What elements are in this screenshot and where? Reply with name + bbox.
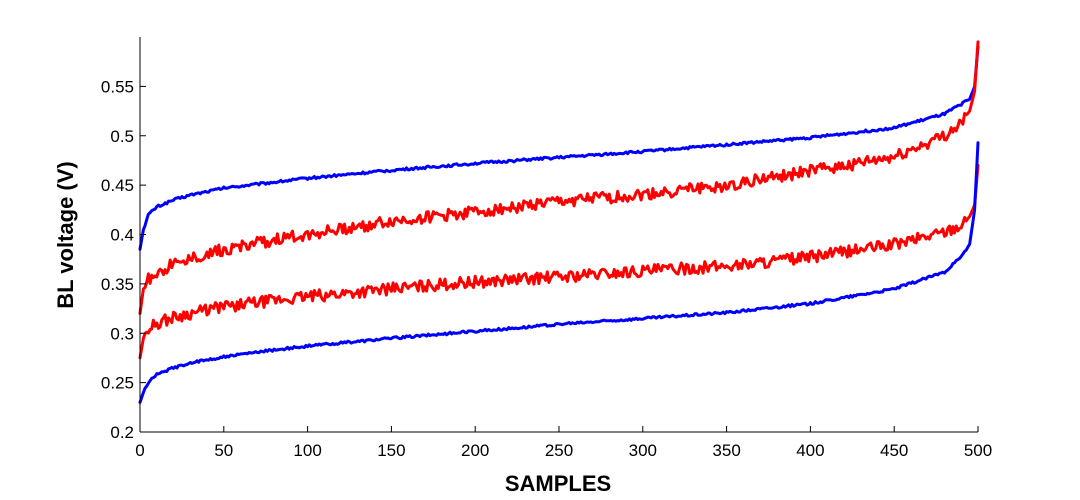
series-line-4 (138, 141, 980, 404)
x-tick-label: 250 (545, 441, 573, 460)
y-tick-label: 0.25 (101, 374, 134, 393)
x-tick-label: 450 (880, 441, 908, 460)
x-tick-label: 100 (293, 441, 321, 460)
x-tick-label: 400 (796, 441, 824, 460)
x-tick-label: 150 (377, 441, 405, 460)
axes: 0 50 100 150 200 250 300 350 400 450 500 0.2 0.25 0.3… (101, 37, 992, 460)
x-tick-label: 200 (461, 441, 489, 460)
y-tick-label: 0.55 (101, 77, 134, 96)
series-line-3 (138, 163, 980, 360)
y-axis-label: BL voltage (V) (53, 161, 78, 309)
series-line-2 (138, 40, 980, 315)
x-tick-label: 300 (629, 441, 657, 460)
y-tick-label: 0.35 (101, 275, 134, 294)
y-tick-label: 0.5 (110, 127, 134, 146)
plot-area (138, 40, 980, 404)
y-tick-label: 0.2 (110, 423, 134, 442)
x-tick-label: 350 (712, 441, 740, 460)
x-tick-label: 500 (964, 441, 992, 460)
x-tick-label: 0 (135, 441, 144, 460)
y-tick-label: 0.4 (110, 226, 134, 245)
y-tick-label: 0.45 (101, 176, 134, 195)
y-tick-label: 0.3 (110, 324, 134, 343)
x-axis-label: SAMPLES (505, 471, 611, 496)
series-line-1 (138, 45, 980, 251)
x-tick-label: 50 (214, 441, 233, 460)
